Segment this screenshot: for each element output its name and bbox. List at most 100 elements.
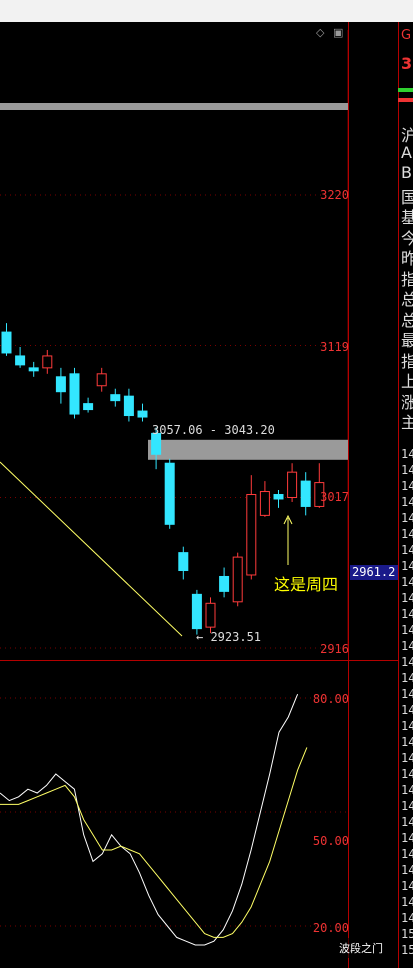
panel-number: 14 [401, 607, 413, 621]
note-arrow-head [283, 514, 293, 525]
candle-body [232, 556, 243, 603]
indicator-tick: 50.00 [312, 834, 349, 848]
price-tick: 3220 [320, 188, 349, 202]
panel-number: 14 [401, 799, 413, 813]
indicator-line-white [0, 694, 299, 946]
candle-body [259, 491, 270, 516]
panel-label: 今 [401, 228, 413, 248]
candle-body [28, 367, 39, 372]
panel-number: 14 [401, 735, 413, 749]
panel-number: 14 [401, 687, 413, 701]
panel-number: 14 [401, 767, 413, 781]
panel-label: 涨 [401, 392, 413, 412]
panel-number: 14 [401, 639, 413, 653]
green-marker [398, 88, 413, 92]
title-bar [0, 0, 413, 22]
candle-body [96, 373, 107, 387]
panel-number: 14 [401, 719, 413, 733]
panel-label: 主 [401, 413, 413, 432]
candle-body [205, 602, 216, 628]
price-tick: 3017 [320, 490, 349, 504]
panel-label: 指 [401, 269, 413, 289]
watermark: 波段之门 [335, 938, 387, 958]
gap-zone [148, 439, 348, 460]
low-point-label: ← 2923.51 [196, 630, 262, 644]
thursday-note: 这是周四 [274, 575, 339, 594]
panel-label: 总 [401, 310, 413, 330]
panel-number: 14 [401, 527, 413, 541]
panel-number: 14 [401, 591, 413, 605]
panel-label: 沪 [401, 126, 413, 145]
panel-label: 最 [401, 331, 413, 350]
price-tick: 3119 [320, 340, 349, 354]
candle-body [273, 494, 284, 500]
panel-number: 14 [401, 495, 413, 509]
panel-number: 14 [401, 463, 413, 477]
panel-number: 14 [401, 559, 413, 573]
panel-number: 14 [401, 447, 413, 461]
panel-label: 指 [401, 351, 413, 371]
candle-body [287, 471, 298, 498]
candle-body [15, 355, 26, 366]
panel-label: 昨 [401, 249, 413, 268]
panel-number: 14 [401, 831, 413, 845]
diamond-icon[interactable]: ◇ [316, 26, 325, 39]
panel-number: 14 [401, 703, 413, 717]
panel-number: 14 [401, 847, 413, 861]
window-toggle-icon[interactable]: ▣ [333, 26, 344, 39]
indicator-tick: 80.00 [312, 692, 349, 706]
indicator-line-yellow [0, 747, 308, 938]
candle-body [1, 331, 12, 354]
candle-body [219, 575, 230, 592]
resistance-band [0, 103, 348, 110]
candle-body [300, 480, 311, 507]
red-marker [398, 98, 413, 102]
candle-body [164, 462, 175, 525]
panel-number: 14 [401, 479, 413, 493]
panel-top-number: 3 [401, 54, 413, 73]
candle-body [151, 432, 162, 455]
panel-number: 14 [401, 655, 413, 669]
panel-number: 14 [401, 671, 413, 685]
candlestick-chart [0, 30, 348, 649]
panel-number: 14 [401, 815, 413, 829]
panel-number: 14 [401, 879, 413, 893]
panel-label: 总 [401, 290, 413, 309]
candle-body [246, 494, 257, 576]
panel-label: 上 [401, 372, 413, 391]
price-axis-divider [348, 22, 349, 968]
candle-body [42, 355, 53, 369]
current-price-label: 2961.2 [350, 565, 398, 580]
candle-body [83, 403, 94, 411]
indicator-chart [0, 694, 348, 946]
right-panel-divider [398, 22, 399, 968]
candle-body [178, 552, 189, 572]
candle-body [191, 593, 202, 630]
candle-body [55, 376, 66, 393]
panel-number: 14 [401, 511, 413, 525]
panel-number: 14 [401, 623, 413, 637]
panel-number: 14 [401, 751, 413, 765]
panel-number: 14 [401, 863, 413, 877]
panel-number: 15 [401, 943, 413, 957]
candle-body [137, 410, 148, 418]
price-tick: 2916 [320, 642, 349, 656]
panel-top-letter: G [401, 28, 412, 43]
indicator-divider [0, 660, 399, 661]
panel-label: B [401, 163, 412, 182]
panel-number: 15 [401, 927, 413, 941]
panel-number: 14 [401, 575, 413, 589]
gap-range-label: 3057.06 - 3043.20 [152, 423, 275, 437]
panel-label: 基 [401, 208, 413, 227]
trend-line [0, 461, 183, 637]
indicator-tick: 20.00 [312, 921, 349, 935]
panel-label: A [401, 142, 412, 162]
panel-number: 14 [401, 543, 413, 557]
panel-number: 14 [401, 911, 413, 925]
panel-number: 14 [401, 895, 413, 909]
candle-body [123, 395, 134, 417]
candle-body [69, 373, 80, 415]
panel-label: 国 [401, 187, 413, 207]
candle-body [110, 394, 121, 402]
panel-number: 14 [401, 783, 413, 797]
